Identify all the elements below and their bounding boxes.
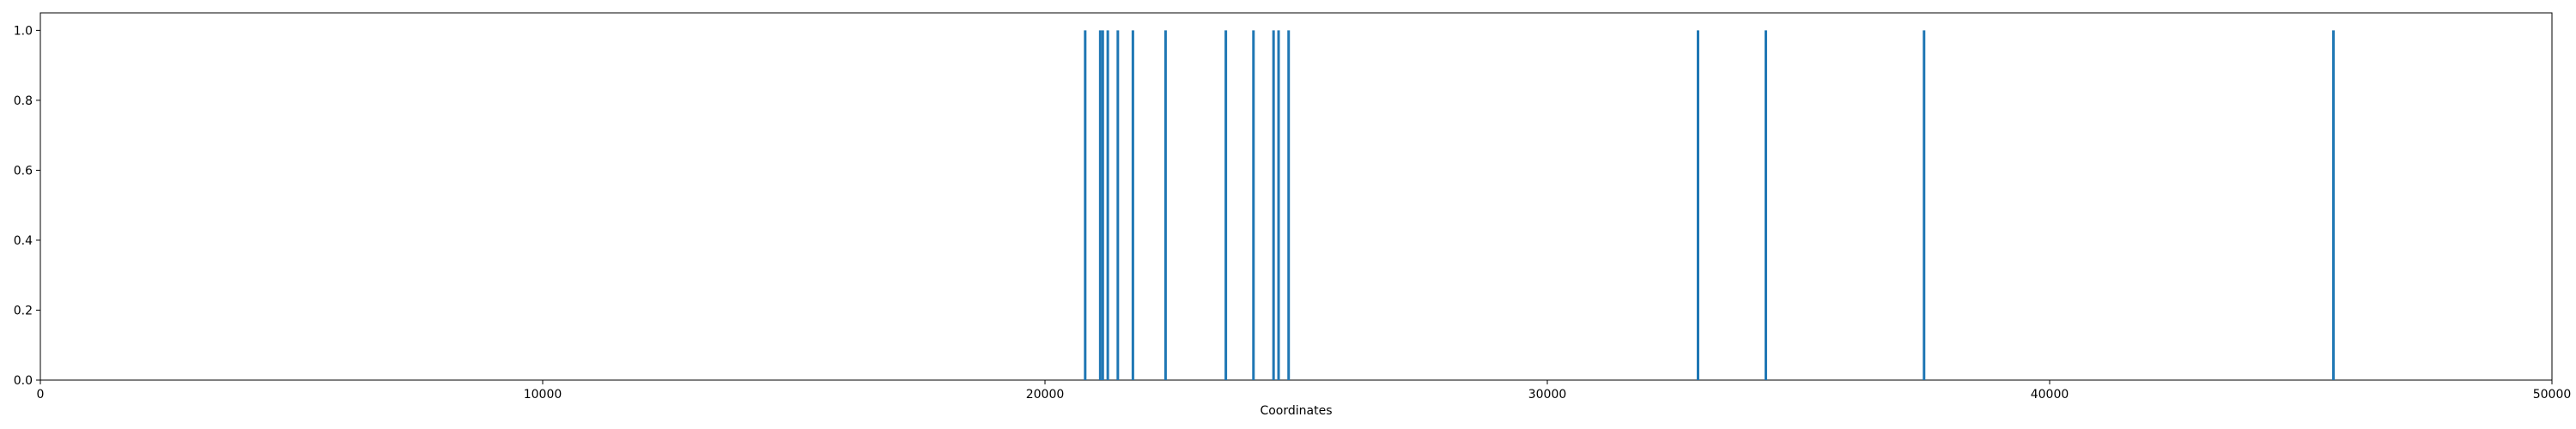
bar (1116, 30, 1120, 380)
bars (1084, 30, 2336, 380)
y-tick-label: 0.8 (14, 94, 33, 108)
bar (1252, 30, 1255, 380)
bar (1764, 30, 1767, 380)
bar (1287, 30, 1291, 380)
y-tick-label: 0.2 (14, 304, 33, 317)
bar (1084, 30, 1087, 380)
y-tick-label: 0.6 (14, 164, 33, 178)
bar (1163, 30, 1167, 380)
bar (1224, 30, 1228, 380)
x-axis-ticks: 0 10000 20000 30000 40000 50000 (37, 380, 2572, 402)
plot-frame (39, 12, 2553, 381)
y-tick-label: 0.0 (14, 374, 33, 388)
y-axis-ticks: 0.0 0.2 0.4 0.6 0.8 1.0 (14, 24, 40, 388)
bar (2332, 30, 2336, 380)
bar (1106, 30, 1109, 380)
bar (1697, 30, 1699, 380)
y-tick-label: 1.0 (14, 24, 33, 38)
bar (1098, 30, 1102, 380)
x-tick-label: 40000 (2031, 388, 2069, 402)
bar (1101, 30, 1104, 380)
plot-area (39, 12, 2553, 381)
bar (1131, 30, 1134, 380)
bar (1277, 30, 1280, 380)
x-tick-label: 30000 (1528, 388, 1567, 402)
y-tick-label: 0.4 (14, 234, 33, 248)
x-tick-label: 20000 (1026, 388, 1065, 402)
x-tick-label: 0 (37, 388, 45, 402)
bar (1923, 30, 1926, 380)
x-tick-label: 50000 (2533, 388, 2572, 402)
x-axis-label: Coordinates (1260, 404, 1332, 418)
bar (1272, 30, 1275, 380)
x-tick-label: 10000 (524, 388, 562, 402)
